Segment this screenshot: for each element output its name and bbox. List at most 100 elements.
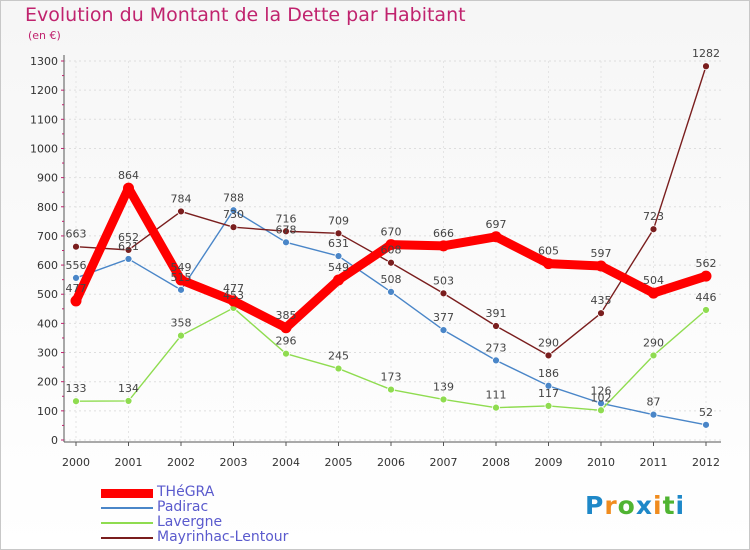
data-point — [387, 258, 395, 267]
x-tick-label: 2009 — [535, 456, 563, 469]
data-point — [228, 295, 239, 307]
data-point — [648, 287, 659, 299]
legend-swatch — [101, 522, 153, 524]
data-point — [649, 410, 658, 419]
data-label: 697 — [486, 218, 507, 231]
data-point — [439, 289, 448, 298]
legend-label: Lavergne — [157, 514, 223, 530]
data-point — [177, 207, 185, 216]
data-point — [543, 258, 554, 270]
y-tick-label: 0 — [51, 434, 58, 447]
x-tick-label: 2005 — [325, 456, 353, 469]
legend-label: Mayrinhac-Lentour — [157, 529, 289, 545]
data-point — [282, 227, 290, 236]
data-label: 621 — [118, 240, 139, 253]
data-label: 730 — [223, 208, 244, 221]
brand-letter: o — [617, 491, 636, 520]
data-point — [544, 401, 553, 410]
x-tick-label: 2006 — [377, 456, 405, 469]
x-tick-label: 2012 — [692, 456, 720, 469]
data-point — [72, 242, 80, 251]
data-label: 296 — [276, 335, 297, 348]
data-label: 652 — [118, 231, 139, 244]
data-point — [490, 231, 502, 243]
data-label: 453 — [223, 289, 244, 302]
brand-letter: P — [585, 491, 605, 520]
brand-letter: t — [662, 491, 676, 520]
data-point — [702, 306, 710, 314]
brand-logo: Proxiti — [585, 491, 685, 520]
data-label: 358 — [171, 317, 192, 330]
data-label: 504 — [643, 274, 664, 287]
x-tick-label: 2007 — [430, 456, 458, 469]
y-tick-label: 300 — [37, 347, 58, 360]
x-tick-label: 2004 — [272, 456, 300, 469]
data-point — [385, 239, 397, 251]
data-point — [334, 252, 343, 260]
chart-subtitle: (en €) — [28, 29, 61, 42]
data-point — [70, 295, 82, 307]
legend-swatch — [101, 488, 153, 498]
data-point — [700, 270, 712, 282]
data-label: 117 — [538, 387, 559, 400]
data-label: 134 — [118, 382, 139, 395]
data-label: 186 — [538, 367, 559, 380]
data-label: 1282 — [692, 47, 720, 60]
data-label: 562 — [696, 257, 717, 270]
x-tick-label: 2011 — [640, 456, 668, 469]
data-label: 678 — [276, 223, 297, 236]
data-label: 788 — [223, 191, 244, 204]
data-label: 245 — [328, 350, 349, 363]
data-point — [702, 420, 710, 429]
data-label: 133 — [66, 382, 87, 395]
y-tick-label: 500 — [37, 288, 58, 301]
data-label: 723 — [643, 210, 664, 223]
data-label: 435 — [591, 294, 612, 307]
brand-letter: r — [604, 491, 618, 520]
data-label: 111 — [486, 389, 507, 402]
data-point — [72, 397, 80, 406]
data-point — [595, 260, 607, 272]
data-label: 549 — [171, 261, 192, 274]
data-label: 391 — [486, 307, 507, 320]
data-point — [177, 331, 185, 340]
legend-label: THéGRA — [157, 484, 215, 500]
data-label: 477 — [223, 282, 244, 295]
brand-letter: x — [635, 491, 653, 520]
data-point — [439, 326, 448, 334]
data-label: 273 — [486, 341, 507, 354]
data-point — [72, 274, 80, 282]
data-label: 102 — [591, 391, 612, 404]
y-tick-label: 400 — [37, 317, 58, 330]
data-point — [492, 403, 500, 412]
data-point — [334, 364, 343, 373]
data-point — [492, 356, 500, 365]
legend-swatch — [101, 507, 153, 509]
data-label: 784 — [171, 192, 192, 205]
data-point — [229, 206, 238, 215]
data-label: 290 — [538, 336, 559, 349]
data-label: 549 — [328, 261, 349, 274]
data-point — [649, 225, 658, 234]
data-label: 864 — [118, 169, 139, 182]
data-point — [124, 246, 133, 254]
data-label: 556 — [66, 259, 87, 272]
y-tick-label: 100 — [37, 405, 58, 418]
data-point — [387, 385, 395, 394]
x-tick-label: 2002 — [167, 456, 195, 469]
data-point — [702, 62, 710, 71]
data-point — [649, 351, 658, 360]
data-point — [334, 229, 343, 238]
y-tick-label: 1100 — [30, 113, 58, 126]
data-label: 126 — [591, 384, 612, 397]
data-label: 139 — [433, 380, 454, 393]
x-tick-label: 2008 — [482, 456, 510, 469]
data-label: 515 — [171, 271, 192, 284]
data-label: 508 — [381, 273, 402, 286]
data-point — [333, 274, 344, 286]
data-point — [387, 287, 395, 296]
data-point — [282, 238, 290, 247]
data-point — [597, 309, 605, 318]
data-label: 608 — [381, 244, 402, 257]
